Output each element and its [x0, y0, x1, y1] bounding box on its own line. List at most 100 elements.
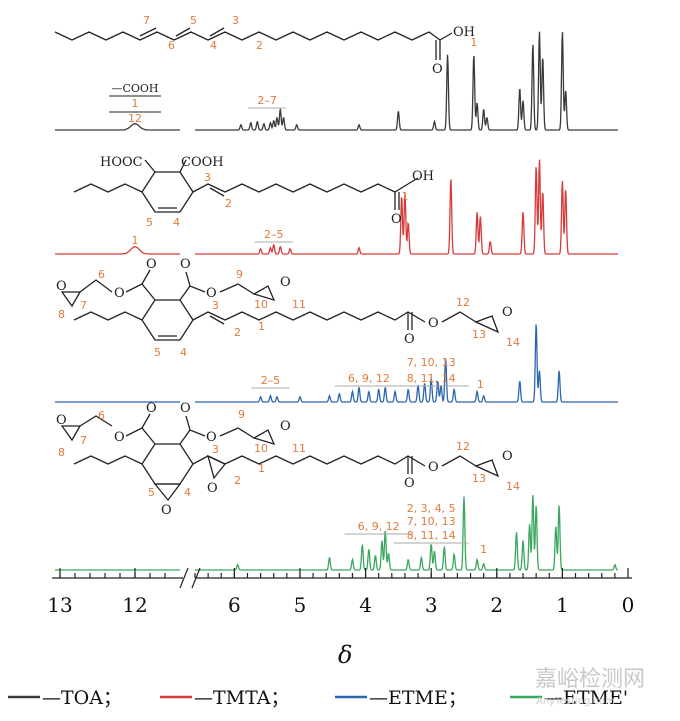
etme-o-co3: O [404, 332, 415, 347]
axis-break-mark [191, 567, 201, 589]
toa-o: O [432, 62, 443, 77]
annotation-label: 1 [477, 378, 484, 391]
annotation-label: 8, 11, 14 [407, 529, 456, 542]
structure-toa: OH O 7 6 5 4 3 2 [54, 14, 475, 77]
etme2-num-8: 8 [58, 446, 65, 459]
etme2-o-co1: O [146, 401, 157, 416]
etme-num-1: 1 [258, 320, 265, 333]
axis-break-mark [179, 567, 189, 589]
structure-tmta: HOOC COOH OH O 5 4 3 2 [73, 155, 434, 229]
etme-num-8: 8 [58, 308, 65, 321]
tmta-cooh: COOH [181, 155, 224, 170]
axis-tick-label: 2 [490, 593, 503, 617]
axis-tick-label: 13 [47, 593, 72, 617]
annotation-label: 1 [132, 234, 139, 247]
etme2-num-7: 7 [80, 434, 87, 447]
etme-num-13: 13 [472, 328, 486, 341]
etme2-num-4: 4 [184, 486, 191, 499]
etme2-num-6: 6 [98, 409, 105, 422]
annotation-label: 1 [480, 543, 487, 556]
etme-num-7: 7 [80, 299, 87, 312]
annotation-label: 7, 10, 13 [407, 356, 456, 369]
trace-right [195, 159, 618, 255]
tmta-num-3: 3 [204, 171, 211, 184]
toa-num-6: 6 [168, 39, 175, 52]
annotation-label: —COOH [111, 82, 158, 95]
etme2-num-10: 10 [254, 442, 268, 455]
toa-oh: OH [453, 25, 475, 40]
etme2-num-1: 1 [258, 462, 265, 475]
toa-num-7: 7 [143, 14, 150, 27]
etme-num-9: 9 [236, 268, 243, 281]
etme2-o-co2: O [180, 401, 191, 416]
tmta-num-2: 2 [225, 197, 232, 210]
etme-num-10: 10 [254, 298, 268, 311]
etme2-o-epox2: O [280, 419, 291, 434]
trace-left [55, 246, 180, 255]
etme-num-5: 5 [154, 346, 161, 359]
spectra-group [55, 31, 618, 571]
etme-o-epox1: O [56, 279, 67, 294]
annotation-label: 2, 3, 4, 5 [407, 502, 456, 515]
annotation-label: 12 [128, 112, 142, 125]
axis-tick-label: 12 [122, 593, 147, 617]
legend-item: —ETME； [335, 687, 467, 709]
etme2-o-ester3: O [428, 460, 439, 475]
etme2-num-2: 2 [234, 474, 241, 487]
legend-label: —TMTA； [194, 687, 289, 709]
legend-label: —ETME' [544, 687, 628, 709]
axis-tick-label: 4 [359, 593, 372, 617]
legend-item: —TOA； [8, 687, 122, 709]
toa-num-3: 3 [232, 14, 239, 27]
etme2-o-co3: O [404, 476, 415, 491]
axis-tick-label: 5 [294, 593, 307, 617]
structure-etme: O O O O O O O O O 6 7 8 9 10 11 12 13 14… [56, 257, 520, 359]
tmta-num-5: 5 [146, 216, 153, 229]
annotation-label: 6, 9, 12 [358, 520, 400, 533]
legend-label: —TOA； [42, 687, 122, 709]
legend-label: —ETME； [369, 687, 467, 709]
etme-num-4: 4 [180, 346, 187, 359]
annotation-label: 2–5 [264, 228, 284, 241]
watermark-cn: 嘉峪检测网 [535, 667, 645, 692]
trace-right [195, 324, 618, 403]
annotation-label: 7, 10, 13 [407, 515, 456, 528]
etme2-o-ring: O [161, 503, 172, 518]
trace-right [195, 31, 618, 131]
etme2-num-12: 12 [456, 440, 470, 453]
series-toa [55, 31, 618, 131]
series-etme-prime [55, 494, 618, 571]
series-tmta [55, 159, 618, 255]
etme-num-11: 11 [292, 298, 306, 311]
tmta-num-4: 4 [173, 216, 180, 229]
toa-num-5: 5 [190, 14, 197, 27]
etme2-num-11: 11 [292, 442, 306, 455]
watermark-en: AnyTesting.com [536, 696, 615, 707]
etme2-o-ester1: O [114, 430, 125, 445]
etme-o-ester3: O [428, 316, 439, 331]
etme-num-12: 12 [456, 296, 470, 309]
annotation-label: 1 [470, 36, 477, 49]
etme2-o-ester2: O [206, 430, 217, 445]
annotation-label: 2–7 [257, 94, 277, 107]
annotation-label: 2–5 [261, 374, 281, 387]
etme2-num-14: 14 [506, 480, 520, 493]
axis-tick-label: 3 [425, 593, 438, 617]
etme2-num-3: 3 [212, 443, 219, 456]
etme-o-ester2: O [206, 286, 217, 301]
etme2-o-epox3: O [502, 449, 513, 464]
series-etme [55, 323, 618, 403]
annotation-label: 8, 11, 14 [407, 372, 456, 385]
axis-tick-label: 0 [622, 593, 635, 617]
etme-o-epox2: O [280, 275, 291, 290]
legend-item: —ETME' [510, 687, 628, 709]
etme2-num-13: 13 [472, 472, 486, 485]
annotation-label: 1 [401, 190, 408, 203]
tmta-hooc: HOOC [100, 155, 143, 170]
toa-num-2: 2 [256, 39, 263, 52]
etme-o-ester1: O [114, 286, 125, 301]
etme-num-2: 2 [234, 326, 241, 339]
structure-etme2: O O O O O O O O O O O 6 7 8 9 10 11 12 1… [56, 401, 520, 518]
